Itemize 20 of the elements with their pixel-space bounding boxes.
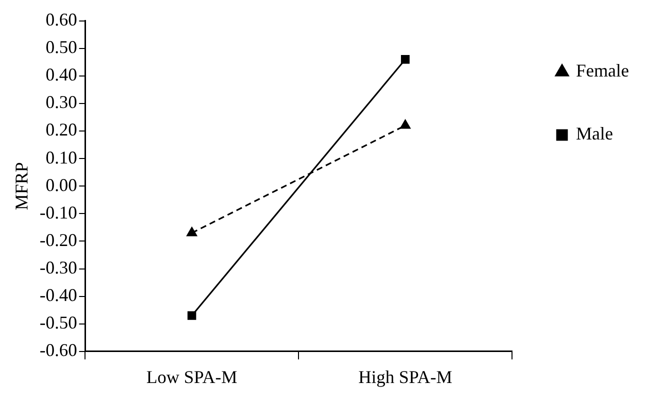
y-tick-label: 0.20 — [46, 120, 78, 140]
y-tick-label: -0.40 — [40, 285, 78, 306]
y-tick-label: 0.00 — [46, 174, 78, 195]
legend-label: Male — [576, 124, 614, 144]
y-tick-label: 0.40 — [46, 64, 78, 85]
y-tick-label: -0.60 — [40, 340, 78, 360]
legend-label: Female — [576, 60, 630, 81]
y-tick-label: 0.10 — [46, 147, 78, 168]
point — [187, 311, 196, 320]
y-tick-label: 0.50 — [46, 37, 78, 58]
y-axis-title: MFRP — [12, 162, 32, 210]
y-tick-label: -0.30 — [40, 257, 78, 278]
point — [400, 55, 410, 64]
x-tick-label: Low SPA-M — [146, 366, 238, 387]
y-tick-label: -0.20 — [40, 230, 78, 250]
x-tick-label: High SPA-M — [358, 366, 452, 387]
y-tick-label: 0.30 — [46, 92, 78, 112]
y-tick-label: 0.60 — [46, 10, 78, 30]
y-tick-label: -0.50 — [40, 312, 78, 333]
y-tick-label: -0.10 — [40, 202, 78, 222]
